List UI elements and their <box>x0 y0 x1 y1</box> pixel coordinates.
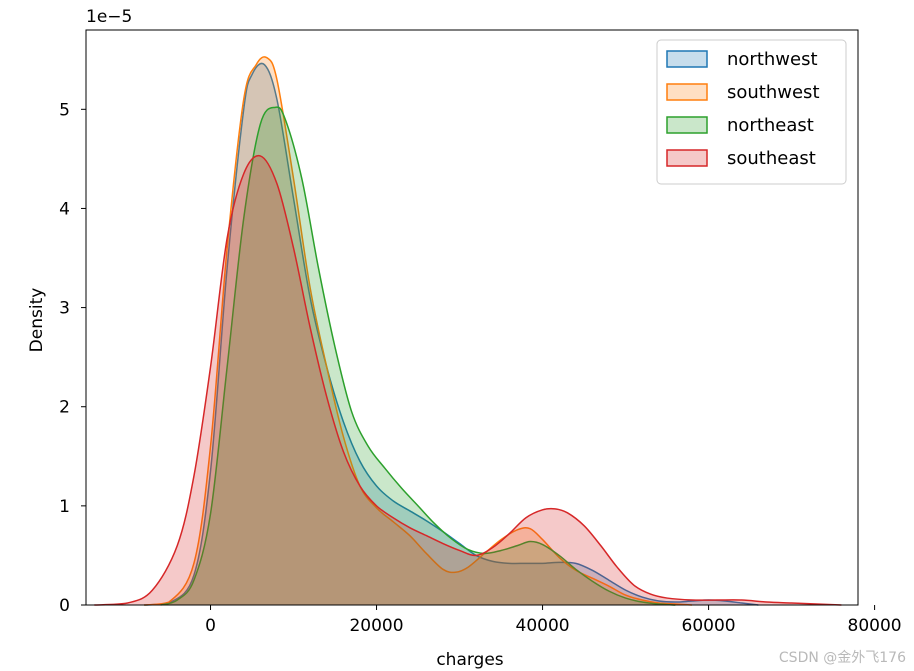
y-tick-label: 3 <box>59 299 70 319</box>
series-southwest <box>144 56 693 606</box>
density-line-southeast <box>94 154 842 606</box>
density-area-southwest <box>144 56 692 606</box>
series-southeast <box>94 154 842 606</box>
x-tick-label: 40000 <box>516 616 570 636</box>
y-tick-label: 0 <box>59 596 70 616</box>
y-tick-label: 5 <box>59 100 70 120</box>
watermark: CSDN @金外飞176 <box>778 650 906 666</box>
legend-swatch <box>666 83 708 101</box>
legend-label: southeast <box>727 148 816 169</box>
legend-label: northeast <box>727 115 814 136</box>
y-tick-label: 1 <box>59 497 70 517</box>
legend-item-northwest: northwest <box>666 49 818 70</box>
x-tick-label: 0 <box>205 616 216 636</box>
x-tick-label: 80000 <box>848 616 902 636</box>
x-axis: 0 20000 40000 60000 80000 <box>205 605 902 636</box>
legend-item-northeast: northeast <box>666 115 814 136</box>
legend-swatch <box>666 149 708 167</box>
series-northwest <box>144 62 759 606</box>
y-scale-offset-label: 1e−5 <box>86 7 132 27</box>
x-tick-label: 60000 <box>682 616 736 636</box>
x-axis-label: charges <box>436 650 503 670</box>
density-area-southeast <box>94 155 842 605</box>
density-line-northwest <box>144 62 759 606</box>
y-tick-label: 4 <box>59 199 70 219</box>
y-tick-label: 2 <box>59 398 70 418</box>
legend-swatch <box>666 50 708 68</box>
density-area-northwest <box>144 63 759 605</box>
legend: northwest southwest northeast southeast <box>656 39 847 185</box>
density-line-southwest <box>144 56 693 606</box>
legend-item-southeast: southeast <box>666 148 816 169</box>
legend-swatch <box>666 116 708 134</box>
density-line-northeast <box>160 106 676 606</box>
legend-label: northwest <box>727 49 818 70</box>
series-layer <box>94 56 842 606</box>
legend-box <box>656 39 847 185</box>
legend-label: southwest <box>727 82 820 103</box>
plot-frame <box>85 29 859 606</box>
y-axis-label: Density <box>27 288 47 353</box>
x-tick-label: 20000 <box>349 616 403 636</box>
legend-item-southwest: southwest <box>666 82 820 103</box>
y-axis: 0 1 2 3 4 5 <box>59 100 86 616</box>
